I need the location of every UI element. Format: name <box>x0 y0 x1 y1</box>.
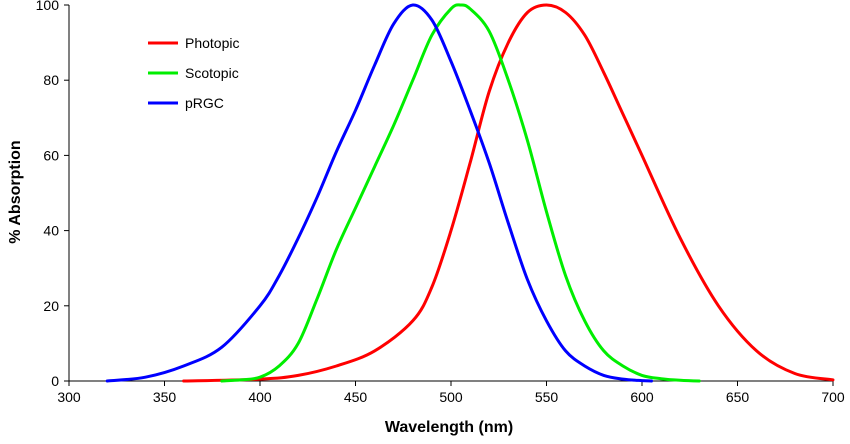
series-line-photopic <box>182 3 835 383</box>
y-tick-label: 100 <box>36 0 60 13</box>
x-tick-label: 700 <box>821 389 845 405</box>
y-tick-label: 40 <box>43 223 59 239</box>
x-tick-label: 300 <box>57 389 81 405</box>
x-tick-label: 600 <box>630 389 654 405</box>
y-axis-title: % Absorption <box>7 140 24 243</box>
x-tick-label: 400 <box>248 389 272 405</box>
legend-label-photopic: Photopic <box>185 35 239 51</box>
x-tick-label: 550 <box>535 389 559 405</box>
series-layer <box>105 3 835 383</box>
y-tick-label: 80 <box>43 72 59 88</box>
legend-label-prgc: pRGC <box>185 95 224 111</box>
y-tick-label: 20 <box>43 298 59 314</box>
series-line-prgc <box>105 3 653 383</box>
x-tick-label: 450 <box>344 389 368 405</box>
x-axis-title: Wavelength (nm) <box>385 419 513 436</box>
x-tick-label: 650 <box>726 389 750 405</box>
series-line-scotopic <box>220 3 701 383</box>
legend-label-scotopic: Scotopic <box>185 65 239 81</box>
y-tick-label: 0 <box>51 373 59 389</box>
x-tick-label: 350 <box>153 389 177 405</box>
y-tick-label: 60 <box>43 147 59 163</box>
x-tick-label: 500 <box>439 389 463 405</box>
legend: Photopic Scotopic pRGC <box>148 35 239 111</box>
axes: 300 350 400 450 500 550 600 650 700 0 20 40 60 80 100 <box>36 0 845 405</box>
